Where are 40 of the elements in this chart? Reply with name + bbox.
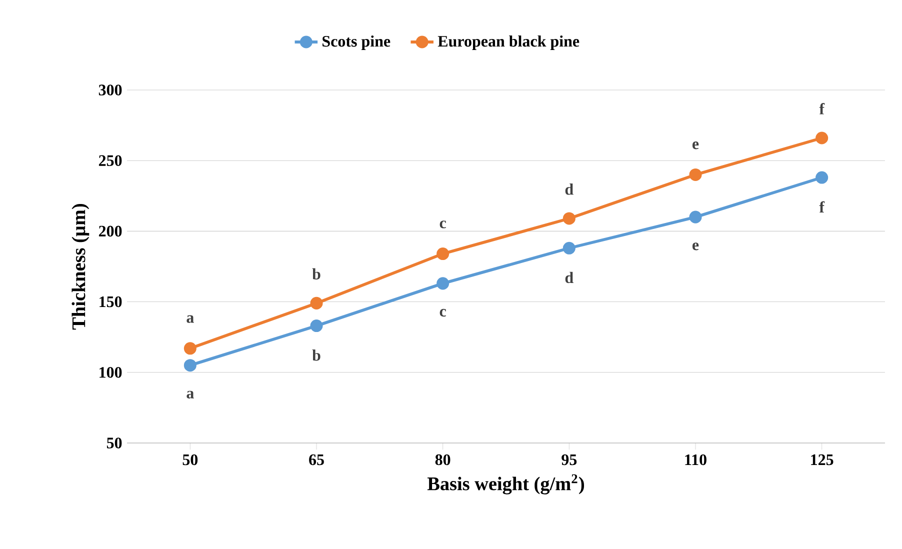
y-tick-label: 300 bbox=[98, 84, 122, 96]
annotation: e bbox=[692, 242, 699, 250]
point bbox=[436, 248, 450, 260]
annotation: c bbox=[440, 220, 446, 228]
x-tick-label: 95 bbox=[562, 454, 577, 466]
annotation: f bbox=[819, 103, 825, 114]
legend-label: Scots pine bbox=[322, 35, 390, 50]
point bbox=[310, 320, 323, 332]
y-tick-label: 100 bbox=[100, 366, 122, 378]
y-tick-label: 200 bbox=[98, 226, 122, 237]
annotation: c bbox=[440, 308, 446, 317]
x-tick-label: 110 bbox=[685, 454, 706, 466]
point bbox=[816, 132, 828, 144]
legend-label: European black pine bbox=[438, 35, 580, 50]
point bbox=[310, 296, 323, 310]
annotation: e bbox=[692, 142, 699, 150]
x-tick-label: 80 bbox=[435, 454, 450, 466]
x-tick-label: 125 bbox=[811, 454, 834, 466]
annotation: a bbox=[186, 315, 194, 323]
point bbox=[436, 277, 450, 290]
point bbox=[689, 210, 702, 224]
y-tick-label: 150 bbox=[100, 296, 122, 308]
y-tick-label: 250 bbox=[98, 155, 122, 166]
x-axis-title: Basis weight (g/m$^{2}$) bbox=[427, 474, 584, 494]
annotation: b bbox=[312, 268, 320, 280]
point bbox=[562, 212, 576, 225]
x-tick-label: 65 bbox=[309, 454, 324, 466]
annotation: b bbox=[312, 349, 320, 361]
point bbox=[562, 242, 576, 254]
point bbox=[816, 171, 828, 184]
annotation: d bbox=[565, 272, 574, 284]
annotation: f bbox=[819, 201, 825, 212]
point bbox=[689, 168, 702, 181]
point bbox=[184, 342, 196, 355]
x-tick-label: 50 bbox=[182, 454, 198, 466]
y-tick-label: 50 bbox=[106, 438, 122, 448]
annotation: a bbox=[186, 390, 194, 398]
annotation: d bbox=[565, 184, 574, 195]
point bbox=[184, 359, 196, 372]
y-axis-title: Thickness (µm) bbox=[72, 204, 90, 330]
